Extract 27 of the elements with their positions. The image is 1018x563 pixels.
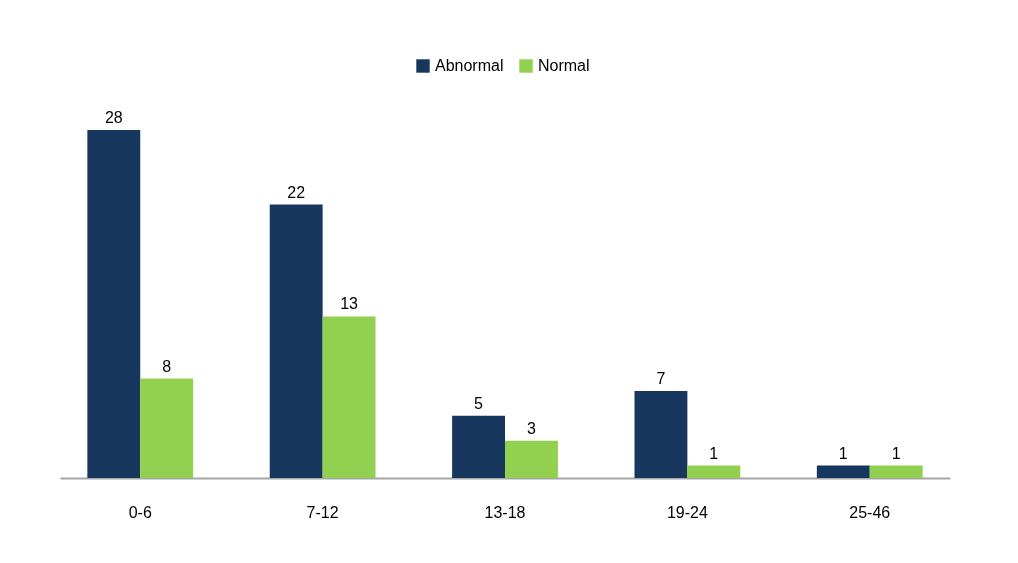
data-label: 7: [656, 370, 666, 387]
bar: [869, 465, 923, 478]
data-label: 22: [287, 183, 306, 201]
x-tick-label: 19-24: [666, 503, 708, 521]
bar: [816, 465, 870, 478]
x-tick-label: 0-6: [128, 503, 152, 521]
bar: [140, 378, 194, 478]
bar: [269, 204, 323, 478]
bar: [505, 440, 558, 478]
legend-label: Normal: [538, 57, 590, 74]
legend-label: Abnormal: [435, 57, 504, 74]
data-label: 1: [891, 444, 901, 462]
data-label: 8: [162, 357, 172, 375]
data-label: 1: [709, 444, 719, 462]
data-label: 28: [104, 109, 123, 126]
x-tick-label: 7-12: [306, 503, 339, 521]
bar: [322, 316, 376, 478]
x-tick-label: 25-46: [849, 503, 891, 521]
bar: [452, 415, 505, 478]
data-label: 13: [340, 295, 359, 313]
data-label: 5: [474, 394, 484, 412]
x-tick-label: 13-18: [484, 503, 526, 521]
bar: [634, 391, 688, 478]
data-label: 3: [526, 419, 536, 437]
bar: [87, 130, 141, 478]
data-label: 1: [838, 444, 848, 462]
bar: [687, 465, 741, 478]
